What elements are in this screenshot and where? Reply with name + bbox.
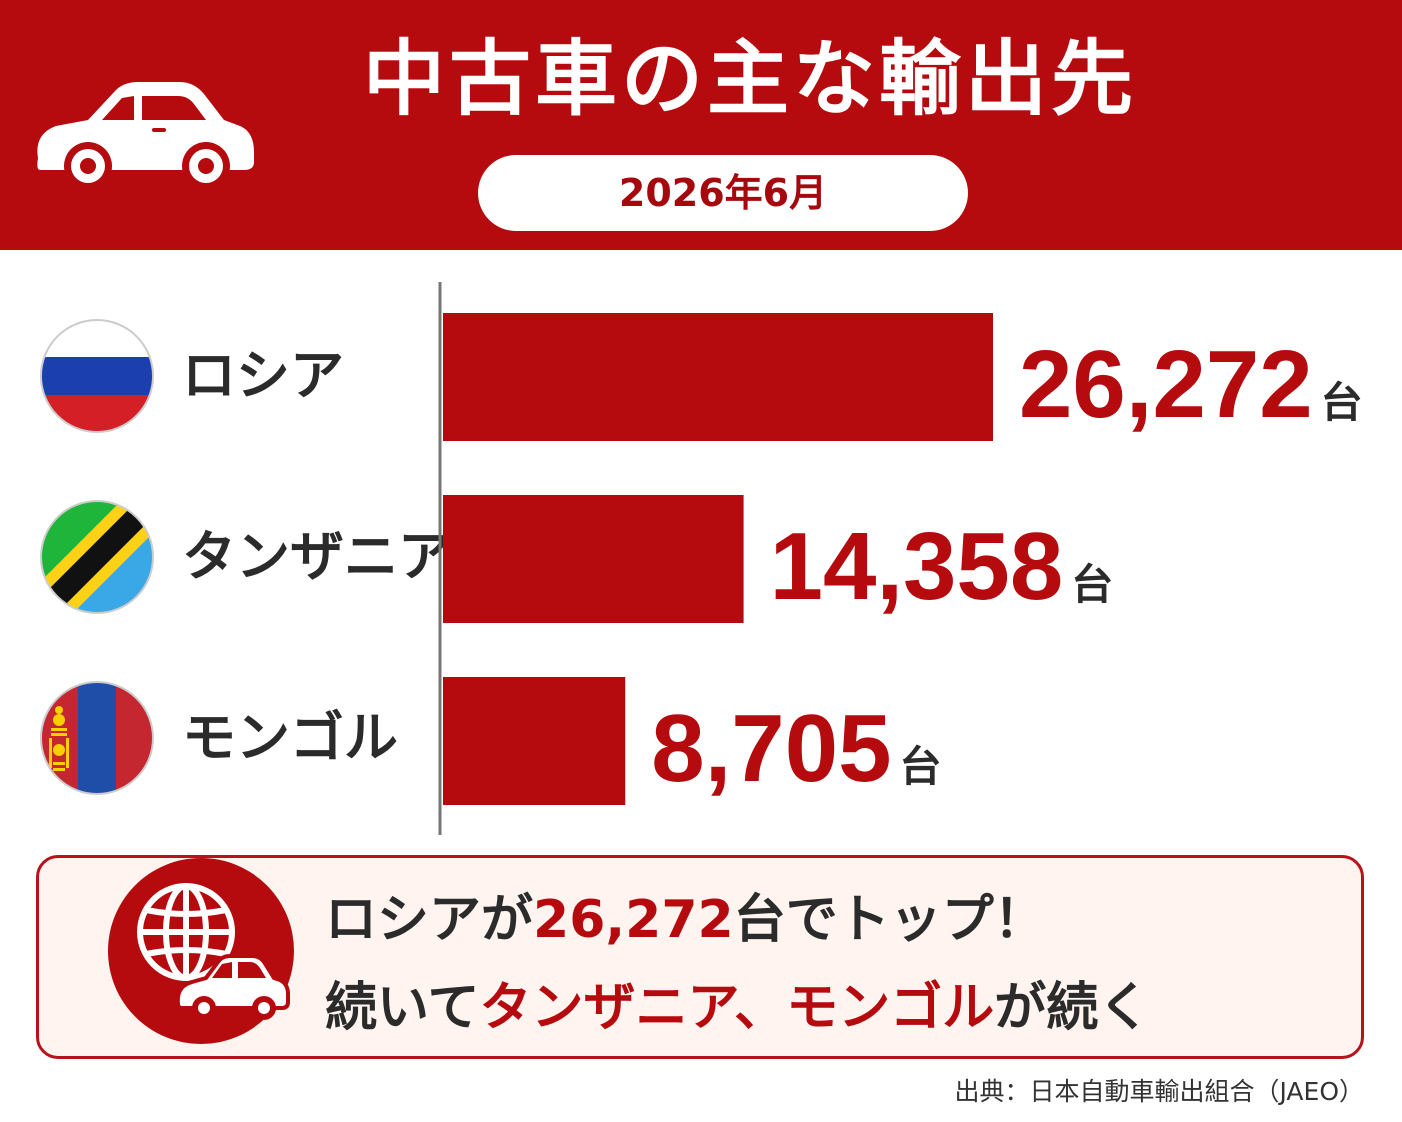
summary-line-2-highlight: タンザニア、モンゴル bbox=[479, 978, 995, 1038]
page-title: 中古車の主な輸出先 bbox=[362, 32, 1137, 127]
summary-line-1: ロシアが26,272台でトップ！ bbox=[325, 880, 1345, 960]
bar-value-label-1: 14,358 台 bbox=[770, 513, 1114, 620]
bar-value-label-0: 26,272 台 bbox=[1019, 331, 1363, 438]
russia-flag-icon bbox=[40, 319, 154, 433]
bar-value-unit-0: 台 bbox=[1321, 379, 1363, 426]
bar-value-number-2: 8,705 bbox=[651, 695, 891, 802]
bar-1 bbox=[443, 495, 744, 623]
tanzania-flag-icon bbox=[40, 500, 154, 614]
bar-value-unit-1: 台 bbox=[1071, 561, 1113, 608]
car-icon bbox=[37, 82, 255, 190]
summary-line-1-a: ロシアが bbox=[325, 890, 534, 950]
summary-line-2-c: が続く bbox=[994, 978, 1151, 1038]
bar-value-unit-2: 台 bbox=[899, 743, 941, 790]
bar-2 bbox=[443, 677, 626, 805]
bar-0 bbox=[443, 313, 993, 441]
bar-value-label-2: 8,705 台 bbox=[651, 695, 941, 802]
source-credit: 出典：日本自動車輸出組合（JAEO） bbox=[954, 1077, 1364, 1106]
mongolia-flag-icon bbox=[40, 681, 154, 795]
country-label-mongolia: モンゴル bbox=[182, 706, 398, 769]
bar-chart: 26,272 台14,358 台8,705 台 bbox=[438, 282, 1363, 835]
bar-value-number-1: 14,358 bbox=[770, 513, 1064, 620]
country-label-tanzania: タンザニア bbox=[182, 525, 452, 588]
date-badge: 2026年6月 bbox=[478, 155, 968, 231]
summary-line-2-a: 続いて bbox=[325, 978, 480, 1038]
globe-car-icon bbox=[108, 858, 294, 1044]
bar-value-number-0: 26,272 bbox=[1019, 331, 1313, 438]
summary-line-1-c: 台でトップ！ bbox=[733, 890, 1046, 950]
country-label-russia: ロシア bbox=[182, 344, 344, 407]
summary-line-1-highlight: 26,272 bbox=[533, 890, 734, 950]
summary-line-2: 続いてタンザニア、モンゴルが続く bbox=[325, 968, 1345, 1048]
